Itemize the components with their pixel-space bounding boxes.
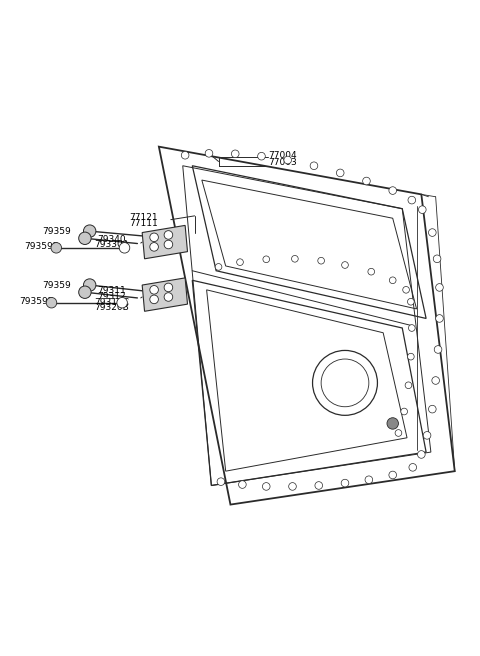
Circle shape	[237, 259, 243, 266]
Text: 79330A: 79330A	[94, 241, 129, 249]
Circle shape	[310, 162, 318, 169]
Polygon shape	[142, 226, 188, 259]
Circle shape	[263, 483, 270, 490]
Text: 77111: 77111	[129, 218, 158, 228]
Circle shape	[336, 169, 344, 176]
Circle shape	[342, 262, 348, 268]
Circle shape	[215, 264, 222, 270]
Circle shape	[389, 187, 396, 194]
Circle shape	[291, 255, 298, 262]
Circle shape	[365, 476, 372, 483]
Circle shape	[436, 315, 444, 322]
Circle shape	[217, 478, 225, 485]
Circle shape	[181, 152, 189, 159]
Circle shape	[258, 152, 265, 160]
Polygon shape	[142, 278, 188, 312]
Circle shape	[284, 156, 291, 164]
Circle shape	[341, 480, 349, 487]
Circle shape	[239, 481, 246, 488]
Circle shape	[409, 464, 417, 471]
Circle shape	[263, 256, 270, 262]
Text: 77004: 77004	[269, 151, 297, 160]
Circle shape	[231, 150, 239, 157]
Circle shape	[164, 283, 173, 292]
Circle shape	[368, 268, 374, 275]
Circle shape	[432, 377, 440, 384]
Circle shape	[79, 232, 91, 245]
Circle shape	[408, 196, 416, 204]
Text: 79359B: 79359B	[20, 297, 54, 306]
Circle shape	[150, 243, 158, 251]
Circle shape	[164, 240, 173, 249]
Circle shape	[318, 257, 324, 264]
Text: 79340: 79340	[97, 235, 125, 244]
Circle shape	[408, 298, 414, 305]
Circle shape	[403, 287, 409, 293]
Circle shape	[405, 382, 412, 388]
Circle shape	[150, 285, 158, 294]
Circle shape	[150, 233, 158, 241]
Circle shape	[315, 482, 323, 489]
Circle shape	[436, 283, 444, 291]
Circle shape	[117, 297, 127, 308]
Circle shape	[395, 430, 402, 436]
Circle shape	[408, 325, 415, 331]
Circle shape	[205, 150, 213, 157]
Circle shape	[387, 418, 398, 429]
Text: 79359B: 79359B	[24, 242, 59, 251]
Circle shape	[433, 255, 441, 262]
Circle shape	[429, 405, 436, 413]
Circle shape	[389, 471, 396, 479]
Circle shape	[288, 483, 296, 490]
Circle shape	[164, 231, 173, 239]
Circle shape	[119, 243, 130, 253]
Text: 79312: 79312	[97, 292, 125, 301]
Circle shape	[150, 295, 158, 304]
Circle shape	[434, 346, 442, 354]
Circle shape	[423, 432, 431, 440]
Text: 77121: 77121	[129, 213, 158, 222]
Circle shape	[46, 297, 57, 308]
Circle shape	[418, 451, 425, 459]
Circle shape	[419, 206, 426, 213]
Circle shape	[408, 354, 414, 360]
Text: 79359: 79359	[42, 281, 71, 289]
Circle shape	[79, 286, 91, 298]
Text: 79310C: 79310C	[94, 298, 129, 307]
Text: 79311: 79311	[97, 286, 126, 295]
Circle shape	[429, 229, 436, 236]
Circle shape	[164, 293, 173, 301]
Circle shape	[84, 279, 96, 291]
Circle shape	[51, 243, 61, 253]
Text: 79320B: 79320B	[94, 304, 129, 312]
Circle shape	[401, 408, 408, 415]
Circle shape	[389, 277, 396, 283]
Text: 77003: 77003	[269, 158, 298, 167]
Circle shape	[84, 225, 96, 237]
Circle shape	[363, 177, 370, 185]
Text: 79359: 79359	[42, 227, 71, 236]
